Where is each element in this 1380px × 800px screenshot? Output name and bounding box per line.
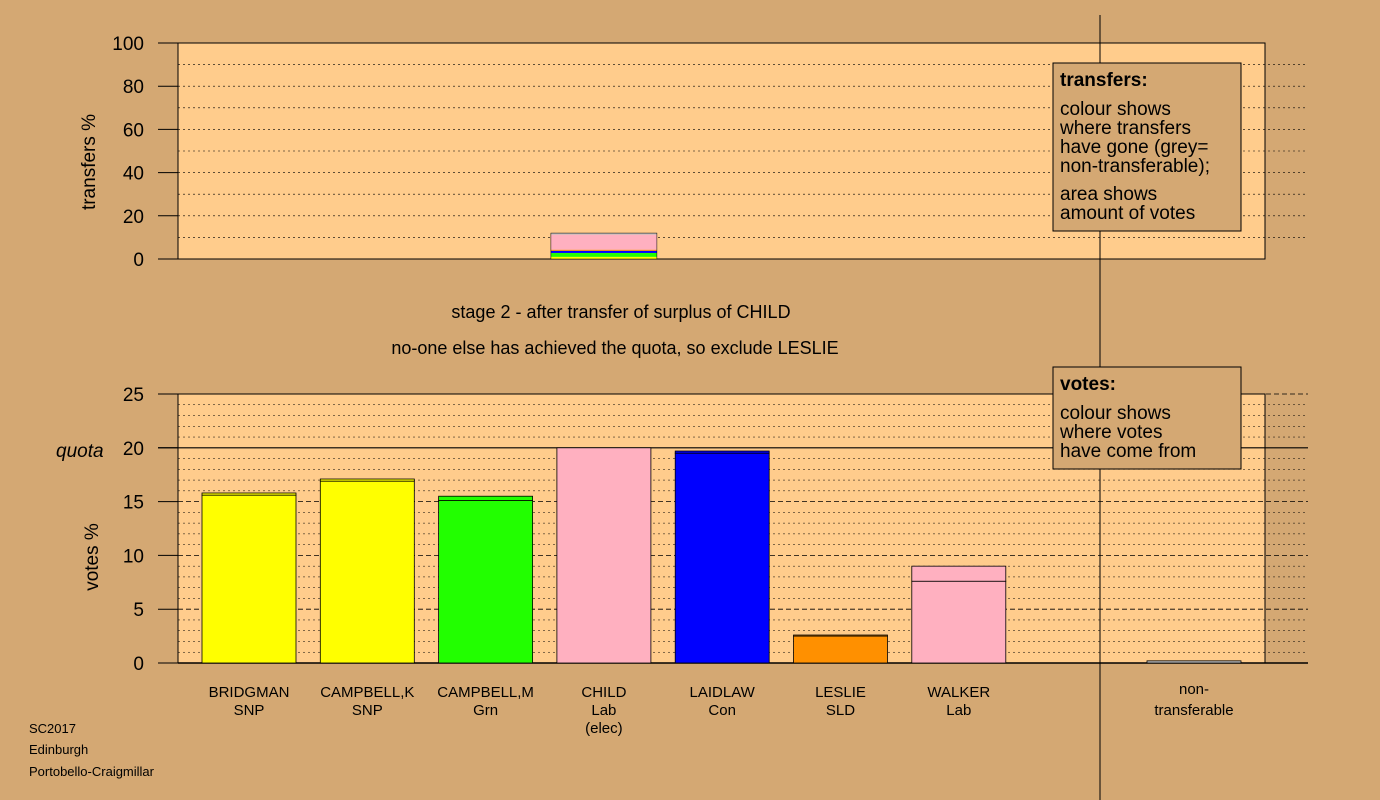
y-tick-label: 15 bbox=[123, 493, 144, 514]
votes-legend: votes: colour shows where votes have com… bbox=[1052, 366, 1242, 470]
transfers-legend-line: area shows bbox=[1060, 184, 1157, 205]
bar-transfer-segment bbox=[319, 478, 415, 482]
candidate-party: Con bbox=[708, 702, 736, 719]
transfer-bar bbox=[550, 232, 658, 260]
bar-first-preference bbox=[556, 447, 652, 664]
transfers-legend-line: non-transferable); bbox=[1060, 156, 1210, 177]
bar-transfer-segment bbox=[793, 634, 888, 637]
transfer-segment bbox=[550, 252, 657, 257]
footer-ward: Portobello-Craigmillar bbox=[29, 764, 155, 779]
transfers-legend-line: have gone (grey= bbox=[1060, 137, 1208, 158]
candidate-party: SNP bbox=[234, 702, 265, 719]
transfer-segment bbox=[550, 233, 657, 235]
votes-y-axis-label: votes % bbox=[82, 523, 103, 591]
candidate-status: (elec) bbox=[585, 720, 623, 737]
candidate-name: LAIDLAW bbox=[690, 684, 756, 701]
bar-first-preference bbox=[911, 580, 1007, 664]
y-tick-label: 20 bbox=[123, 207, 144, 228]
y-tick-label: 40 bbox=[123, 164, 144, 185]
y-tick-label: 60 bbox=[123, 120, 144, 141]
transfer-bar-outline bbox=[550, 232, 658, 260]
nontransferable-label: non- bbox=[1179, 681, 1209, 698]
bar-transfer-segment bbox=[911, 565, 1007, 582]
bar-transfer-segment bbox=[674, 450, 770, 454]
votes-bars bbox=[201, 447, 1242, 664]
candidate-name: CAMPBELL,M bbox=[437, 684, 534, 701]
stage-subtitle: no-one else has achieved the quota, so e… bbox=[391, 338, 838, 358]
candidate-party: Lab bbox=[946, 702, 971, 719]
bar-first-preference bbox=[674, 452, 770, 664]
votes-legend-line: where votes bbox=[1059, 422, 1162, 443]
quota-label: quota bbox=[56, 441, 104, 462]
y-tick-label: 5 bbox=[133, 600, 144, 621]
candidate-name: CHILD bbox=[581, 684, 626, 701]
y-tick-label: 0 bbox=[133, 654, 144, 675]
transfers-legend-line: amount of votes bbox=[1060, 203, 1195, 224]
bar-first-preference bbox=[793, 635, 888, 664]
bar-first-preference bbox=[319, 480, 415, 664]
footer-election: SC2017 bbox=[29, 721, 76, 736]
votes-legend-title: votes: bbox=[1060, 374, 1116, 395]
nontransferable-label: transferable bbox=[1154, 702, 1233, 719]
candidate-labels: BRIDGMANSNPCAMPBELL,KSNPCAMPBELL,MGrnCHI… bbox=[209, 681, 1234, 737]
bar-first-preference bbox=[201, 494, 297, 664]
candidate-name: LESLIE bbox=[815, 684, 866, 701]
y-tick-label: 20 bbox=[123, 439, 144, 460]
y-tick-label: 10 bbox=[123, 546, 144, 567]
candidate-party: SLD bbox=[826, 702, 855, 719]
y-tick-label: 25 bbox=[123, 385, 144, 406]
candidate-party: SNP bbox=[352, 702, 383, 719]
votes-legend-line: have come from bbox=[1060, 441, 1196, 462]
candidate-name: BRIDGMAN bbox=[209, 684, 290, 701]
transfers-y-ticks: 0 20 40 60 80 100 bbox=[112, 34, 178, 271]
transfer-segment bbox=[550, 250, 657, 253]
transfers-legend-line: where transfers bbox=[1059, 118, 1191, 139]
transfers-legend-title: transfers: bbox=[1060, 70, 1148, 91]
y-tick-label: 0 bbox=[133, 250, 144, 271]
bar-transfer-segment bbox=[438, 495, 534, 501]
y-tick-label: 100 bbox=[112, 34, 144, 55]
transfers-legend-line: colour shows bbox=[1060, 99, 1171, 120]
candidate-party: Lab bbox=[591, 702, 616, 719]
bar-nontransferable bbox=[1146, 660, 1242, 664]
bar-transfer-segment bbox=[201, 492, 297, 496]
transfers-y-axis-label: transfers % bbox=[79, 114, 100, 210]
candidate-name: WALKER bbox=[927, 684, 990, 701]
y-tick-label: 80 bbox=[123, 77, 144, 98]
transfer-segment bbox=[550, 234, 657, 250]
votes-y-ticks: 0 5 10 15 20 25 bbox=[123, 385, 178, 675]
stage-title: stage 2 - after transfer of surplus of C… bbox=[451, 302, 790, 322]
bar-first-preference bbox=[438, 500, 534, 664]
transfers-legend: transfers: colour shows where transfers … bbox=[1052, 62, 1242, 232]
transfer-segment bbox=[550, 256, 657, 259]
candidate-party: Grn bbox=[473, 702, 498, 719]
footer-city: Edinburgh bbox=[29, 742, 88, 757]
candidate-name: CAMPBELL,K bbox=[320, 684, 414, 701]
transfer-segment bbox=[550, 249, 657, 251]
votes-legend-line: colour shows bbox=[1060, 403, 1171, 424]
